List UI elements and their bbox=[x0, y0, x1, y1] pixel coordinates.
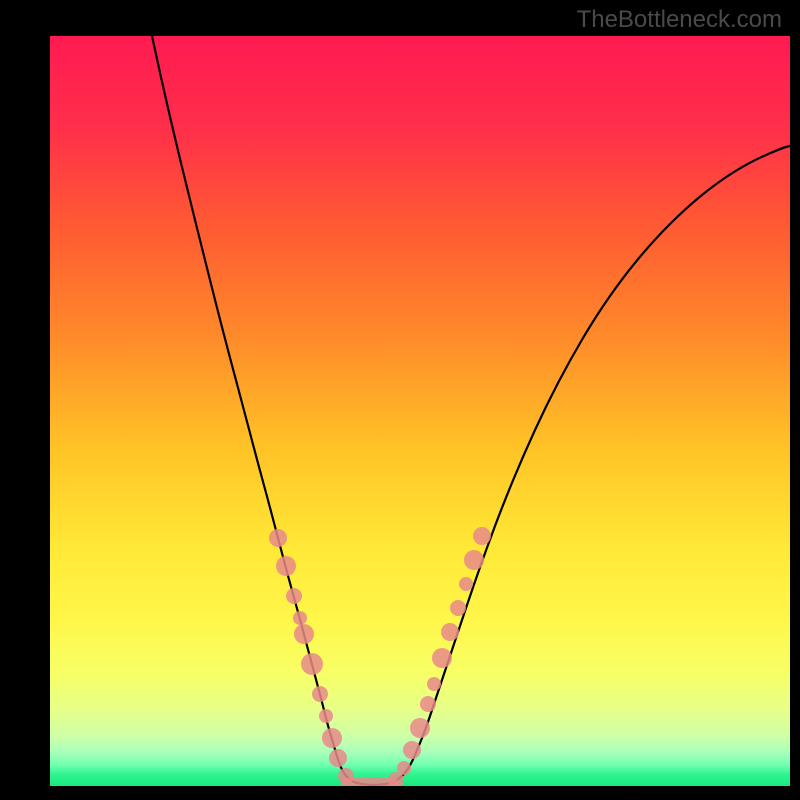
data-bead bbox=[441, 623, 459, 641]
data-bead bbox=[403, 741, 421, 759]
data-bead bbox=[294, 624, 314, 644]
data-bead bbox=[427, 677, 441, 691]
data-bead bbox=[397, 761, 411, 775]
bottleneck-curves bbox=[50, 36, 790, 786]
data-bead bbox=[473, 527, 491, 545]
data-bead bbox=[276, 556, 296, 576]
data-bead bbox=[312, 686, 328, 702]
data-bead bbox=[269, 529, 287, 547]
data-bead bbox=[293, 611, 307, 625]
data-bead bbox=[286, 588, 302, 604]
data-bead bbox=[464, 550, 484, 570]
data-bead-flat bbox=[341, 778, 399, 786]
data-bead bbox=[459, 577, 473, 591]
data-bead bbox=[301, 653, 323, 675]
data-bead bbox=[319, 709, 333, 723]
plot-area bbox=[50, 36, 790, 786]
data-bead bbox=[420, 696, 436, 712]
watermark-text: TheBottleneck.com bbox=[577, 6, 782, 34]
data-bead bbox=[410, 718, 430, 738]
data-bead bbox=[450, 600, 466, 616]
chart-container: TheBottleneck.com bbox=[0, 0, 800, 800]
data-bead bbox=[329, 749, 347, 767]
data-bead bbox=[322, 728, 342, 748]
data-bead bbox=[432, 648, 452, 668]
